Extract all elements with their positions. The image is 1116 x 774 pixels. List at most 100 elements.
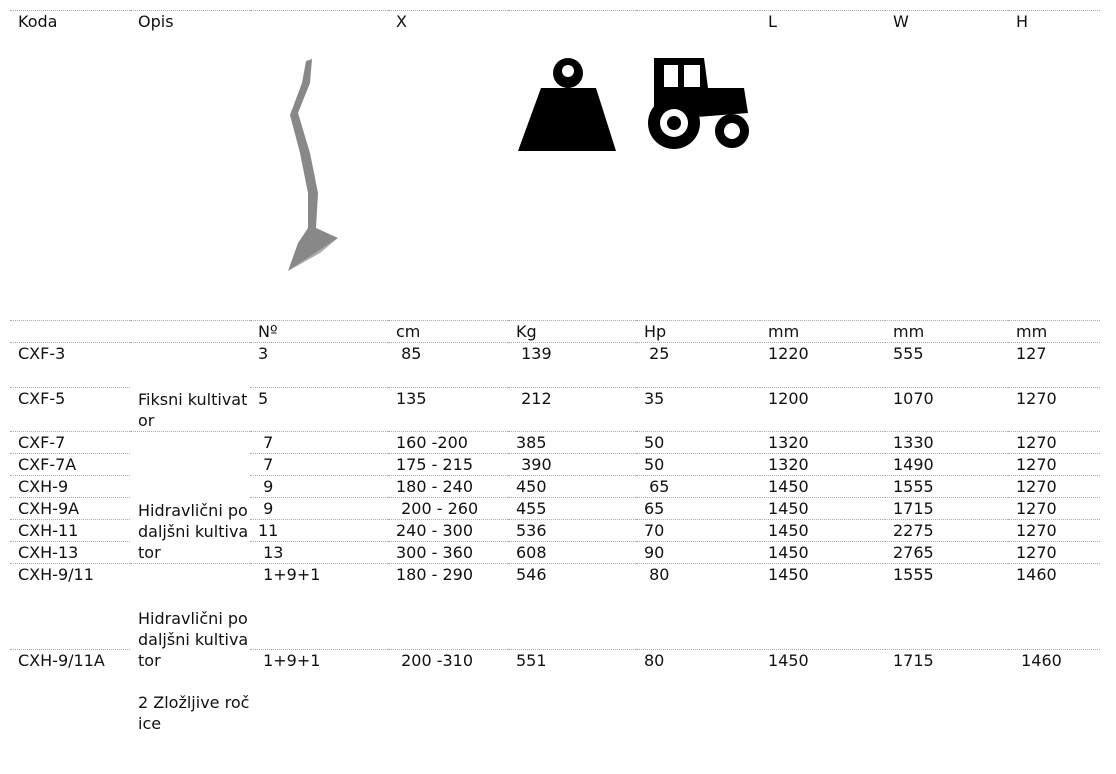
description-cell: Hidravlični podaljšni kultivator 2 Zložlj… [130,564,250,735]
value-cell: 1450 [760,476,885,498]
weight-icon [516,53,616,153]
value-cell: 65 [636,476,760,498]
value-cell: 1450 [760,520,885,542]
note: 2 Zložljive ročice [138,692,250,734]
value-cell: 2765 [885,542,1008,564]
spacer [138,671,250,692]
header-cell: H [1008,11,1100,321]
header-cell: L [760,11,885,321]
unit-cell: Kg [508,321,636,343]
value-cell: 1+9+1 [250,650,388,734]
header-cell: X [388,11,508,321]
value-cell: 80 [636,564,760,650]
value-cell: 1220 [760,343,885,388]
tractor-icon [644,53,754,153]
value-cell: 1460 [1008,650,1100,734]
code-cell: CXH-13 [10,542,130,564]
code-cell: CXH-9/11A [10,650,130,734]
value-cell: 1460 [1008,564,1100,650]
value-cell: 200 -310 [388,650,508,734]
icon-cell [636,11,760,321]
unit-cell: Nº [250,321,388,343]
value-cell: 1330 [885,432,1008,454]
value-cell: 135 [388,387,508,432]
cell [10,321,130,343]
value-cell: 180 - 290 [388,564,508,650]
value-cell: 70 [636,520,760,542]
value-cell: 90 [636,542,760,564]
description-cell: Fiksni kultivator [130,343,250,432]
value-cell: 80 [636,650,760,734]
value-cell: 2275 [885,520,1008,542]
value-cell: 1270 [1008,432,1100,454]
value-cell: 546 [508,564,636,650]
code-cell: CXH-9 [10,476,130,498]
value-cell: 1200 [760,387,885,432]
value-cell: 1270 [1008,454,1100,476]
icon-cell [508,11,636,321]
value-cell: 240 - 300 [388,520,508,542]
code-cell: CXF-7 [10,432,130,454]
value-cell: 1450 [760,564,885,650]
value-cell: 385 [508,432,636,454]
value-cell: 139 [508,343,636,388]
value-cell: 180 - 240 [388,476,508,498]
value-cell: 1270 [1008,476,1100,498]
value-cell: 50 [636,432,760,454]
value-cell: 9 [250,498,388,520]
description: Hidravlični podaljšni kultivator [138,608,250,671]
value-cell: 536 [508,520,636,542]
value-cell: 35 [636,387,760,432]
value-cell: 127 [1008,343,1100,388]
code-cell: CXF-3 [10,343,130,388]
code-cell: CXH-9/11 [10,564,130,650]
value-cell: 1450 [760,542,885,564]
description: Fiksni kultivator [138,389,250,431]
value-cell: 13 [250,542,388,564]
page: Koda Opis X [0,0,1116,774]
value-cell: 450 [508,476,636,498]
value-cell: 1070 [885,387,1008,432]
unit-cell: Hp [636,321,760,343]
value-cell: 1715 [885,498,1008,520]
value-cell: 555 [885,343,1008,388]
value-cell: 390 [508,454,636,476]
value-cell: 212 [508,387,636,432]
unit-cell: mm [885,321,1008,343]
code-cell: CXH-11 [10,520,130,542]
value-cell: 1450 [760,498,885,520]
header-cell: Opis [130,11,250,321]
unit-cell: mm [1008,321,1100,343]
value-cell: 1450 [760,650,885,734]
value-cell: 1270 [1008,520,1100,542]
value-cell: 3 [250,343,388,388]
value-cell: 1270 [1008,498,1100,520]
value-cell: 1320 [760,454,885,476]
value-cell: 9 [250,476,388,498]
value-cell: 1270 [1008,542,1100,564]
value-cell: 1+9+1 [250,564,388,650]
value-cell: 200 - 260 [388,498,508,520]
header-cell: W [885,11,1008,321]
header-cell: Koda [10,11,130,321]
code-cell: CXF-7A [10,454,130,476]
value-cell: 50 [636,454,760,476]
code-cell: CXH-9A [10,498,130,520]
unit-cell: cm [388,321,508,343]
tine-icon [258,53,348,278]
description: Hidravlični podaljšni kultivator [138,500,250,563]
value-cell: 5 [250,387,388,432]
value-cell: 1270 [1008,387,1100,432]
value-cell: 11 [250,520,388,542]
value-cell: 7 [250,432,388,454]
description-cell: Hidravlični podaljšni kultivator [130,432,250,564]
value-cell: 65 [636,498,760,520]
value-cell: 7 [250,454,388,476]
code-cell: CXF-5 [10,387,130,432]
value-cell: 1555 [885,476,1008,498]
icon-cell [250,11,388,321]
header-row: Koda Opis X [10,11,1100,321]
